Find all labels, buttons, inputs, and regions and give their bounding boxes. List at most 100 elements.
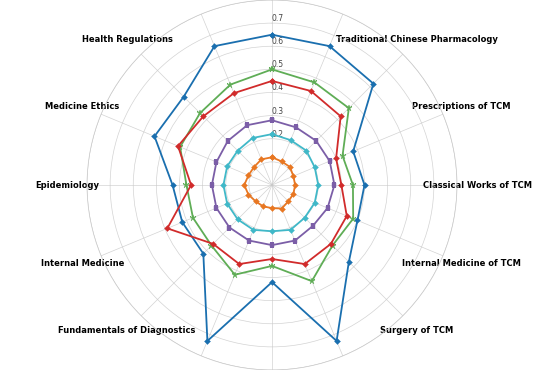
HuaTuo [269, 132, 275, 136]
ZhongJing-TCM [225, 139, 231, 143]
ChatGPT [175, 144, 181, 148]
HuaTuo [269, 132, 275, 136]
ChatGLM [308, 279, 315, 283]
ZhongJing-TCM [213, 160, 220, 164]
Chinese LLaMa [245, 192, 252, 197]
ZhongJing-TCM [213, 206, 220, 210]
ChatGLM [350, 216, 356, 221]
Chinese LLaMa [251, 165, 257, 169]
ZhongJing-TCM [292, 238, 298, 243]
ZhongJing-TCM [226, 225, 233, 230]
ChatGLM [227, 83, 234, 87]
HuaTuo [287, 228, 294, 232]
ZhongJing-TCM [269, 118, 275, 122]
Chinese LLaMa [279, 159, 285, 164]
Chinese LLaMa [285, 199, 292, 204]
GPT-4 [269, 33, 275, 37]
Chinese LLaMa [269, 155, 275, 159]
ChatGLM [269, 264, 275, 268]
GPT-4 [269, 280, 275, 284]
Chinese LLaMa [245, 173, 252, 178]
Line: ChatGPT: ChatGPT [165, 79, 349, 266]
GPT-4 [151, 134, 158, 138]
ChatGLM [339, 154, 346, 158]
GPT-4 [345, 260, 352, 264]
Chinese LLaMa [292, 183, 299, 187]
ChatGLM [177, 145, 183, 149]
GPT-4 [200, 252, 207, 256]
ChatGPT [337, 114, 344, 118]
HuaTuo [249, 136, 256, 140]
ChatGLM [311, 80, 318, 85]
GPT-4 [361, 183, 368, 187]
Chinese LLaMa [290, 192, 296, 196]
Line: GPT-4: GPT-4 [152, 33, 375, 343]
ChatGPT [210, 242, 217, 246]
GPT-4 [204, 339, 211, 343]
GPT-4 [211, 44, 218, 48]
GPT-4 [350, 149, 356, 154]
GPT-4 [326, 44, 333, 48]
ZhongJing-TCM [324, 206, 331, 210]
Line: ZhongJing-TCM: ZhongJing-TCM [210, 118, 337, 247]
ZhongJing-TCM [331, 183, 338, 187]
ChatGPT [308, 89, 314, 93]
ZhongJing-TCM [269, 118, 275, 122]
ChatGLM [269, 67, 275, 72]
ChatGLM [183, 183, 190, 187]
ZhongJing-TCM [269, 243, 275, 247]
ZhongJing-TCM [310, 223, 316, 228]
ChatGPT [269, 79, 275, 83]
ZhongJing-TCM [326, 159, 333, 163]
GPT-4 [269, 33, 275, 37]
ChatGLM [208, 243, 215, 248]
HuaTuo [312, 165, 318, 169]
HuaTuo [315, 183, 322, 187]
ChatGPT [200, 114, 207, 118]
ChatGPT [269, 79, 275, 83]
GPT-4 [179, 220, 186, 224]
HuaTuo [224, 164, 231, 169]
ChatGPT [236, 262, 243, 266]
ZhongJing-TCM [244, 123, 250, 127]
ChatGPT [333, 156, 339, 161]
GPT-4 [354, 218, 361, 223]
ChatGPT [188, 183, 194, 187]
ChatGLM [197, 111, 203, 115]
Line: ChatGLM: ChatGLM [177, 66, 357, 285]
GPT-4 [370, 81, 376, 86]
ZhongJing-TCM [208, 183, 215, 187]
HuaTuo [312, 201, 318, 205]
Chinese LLaMa [241, 183, 248, 187]
ChatGPT [231, 91, 237, 95]
HuaTuo [301, 215, 308, 220]
ChatGLM [190, 215, 196, 220]
Chinese LLaMa [290, 174, 296, 178]
ChatGPT [343, 214, 350, 218]
ChatGPT [269, 257, 275, 261]
HuaTuo [224, 201, 231, 206]
HuaTuo [250, 228, 257, 232]
HuaTuo [269, 229, 275, 233]
HuaTuo [287, 138, 294, 142]
Chinese LLaMa [258, 157, 264, 162]
ChatGPT [164, 226, 171, 231]
ChatGPT [301, 262, 308, 266]
ChatGPT [338, 183, 345, 187]
Line: Chinese LLaMa: Chinese LLaMa [242, 155, 297, 211]
HuaTuo [303, 148, 310, 153]
Chinese LLaMa [260, 204, 267, 209]
ZhongJing-TCM [293, 125, 299, 130]
Chinese LLaMa [252, 199, 259, 204]
ChatGPT [327, 242, 334, 246]
GPT-4 [169, 183, 176, 187]
HuaTuo [234, 217, 241, 222]
ChatGLM [329, 243, 336, 248]
ChatGLM [345, 106, 352, 110]
GPT-4 [333, 339, 340, 343]
Chinese LLaMa [279, 206, 285, 211]
Chinese LLaMa [269, 206, 275, 210]
HuaTuo [220, 183, 227, 187]
ChatGLM [350, 183, 356, 187]
Line: HuaTuo: HuaTuo [221, 132, 320, 233]
